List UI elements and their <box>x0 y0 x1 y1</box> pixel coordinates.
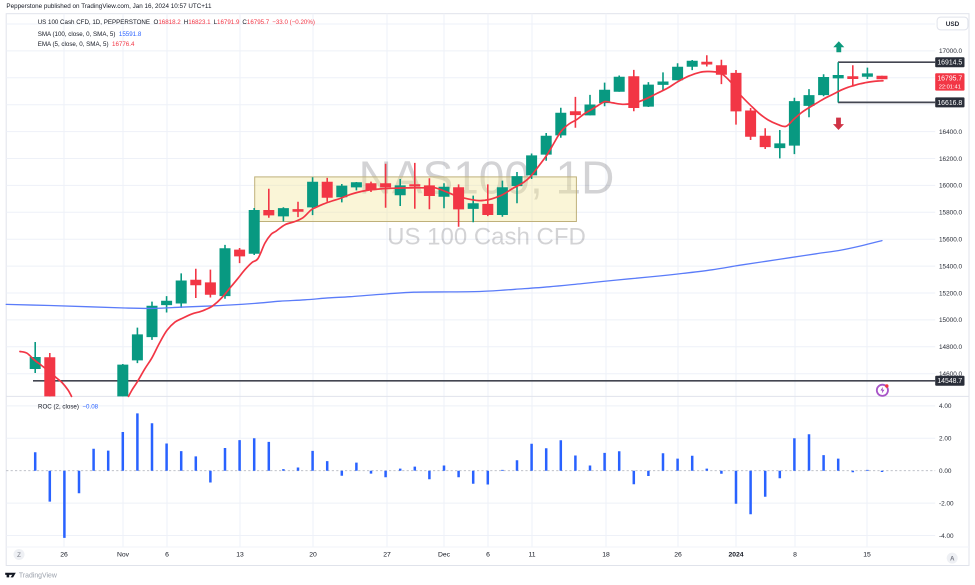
svg-text:15200.0: 15200.0 <box>939 290 963 297</box>
svg-text:0.00: 0.00 <box>939 468 952 475</box>
svg-text:ROC (2, close)−0.08: ROC (2, close) −0.08 <box>38 404 99 411</box>
svg-text:EMA (5, close, 0, SMA, 5)16776: EMA (5, close, 0, SMA, 5) 16776.4 <box>38 41 135 48</box>
svg-text:15400.0: 15400.0 <box>939 263 963 270</box>
svg-text:-4.00: -4.00 <box>939 533 954 540</box>
svg-text:-2.00: -2.00 <box>939 500 954 507</box>
svg-text:20: 20 <box>309 552 317 559</box>
svg-text:16200.0: 16200.0 <box>939 156 963 163</box>
svg-text:15800.0: 15800.0 <box>939 210 963 217</box>
svg-text:Nov: Nov <box>117 552 130 559</box>
svg-text:14800.0: 14800.0 <box>939 344 963 351</box>
svg-text:6: 6 <box>486 552 490 559</box>
svg-text:16000.0: 16000.0 <box>939 183 963 190</box>
svg-text:16616.8: 16616.8 <box>937 100 962 107</box>
svg-text:16400.0: 16400.0 <box>939 129 963 136</box>
svg-text:US 100 Cash CFD: US 100 Cash CFD <box>387 224 586 251</box>
svg-text:26: 26 <box>674 552 682 559</box>
svg-text:USD: USD <box>946 21 960 28</box>
svg-text:14600.0: 14600.0 <box>939 371 963 378</box>
svg-text:A: A <box>950 555 955 562</box>
svg-text:27: 27 <box>383 552 391 559</box>
svg-text:2024: 2024 <box>728 552 743 559</box>
svg-text:22:01:41: 22:01:41 <box>939 85 961 91</box>
svg-text:13: 13 <box>236 552 244 559</box>
svg-text:14548.7: 14548.7 <box>937 378 962 385</box>
svg-text:Z: Z <box>17 552 21 559</box>
svg-text:16914.5: 16914.5 <box>937 60 962 67</box>
svg-text:15: 15 <box>863 552 871 559</box>
svg-text:2.00: 2.00 <box>939 436 952 443</box>
svg-text:15600.0: 15600.0 <box>939 237 963 244</box>
svg-text:8: 8 <box>793 552 797 559</box>
svg-text:4.00: 4.00 <box>939 403 952 410</box>
svg-text:SMA (100, close, 0, SMA, 5)155: SMA (100, close, 0, SMA, 5) 15591.8 <box>38 31 142 38</box>
svg-text:11: 11 <box>528 552 535 559</box>
svg-text:26: 26 <box>60 552 68 559</box>
svg-text:15000.0: 15000.0 <box>939 317 963 324</box>
svg-text:18: 18 <box>602 552 610 559</box>
svg-text:Dec: Dec <box>438 552 451 559</box>
svg-text:TradingView: TradingView <box>19 573 57 580</box>
svg-text:Pepperstone published on Tradi: Pepperstone published on TradingView.com… <box>6 3 212 10</box>
svg-text:US 100 Cash CFD, 1D, PEPPERSTO: US 100 Cash CFD, 1D, PEPPERSTONE O16818.2… <box>38 19 315 26</box>
svg-text:6: 6 <box>165 552 169 559</box>
svg-text:16795.7: 16795.7 <box>937 76 962 83</box>
svg-text:17000.0: 17000.0 <box>939 48 963 55</box>
